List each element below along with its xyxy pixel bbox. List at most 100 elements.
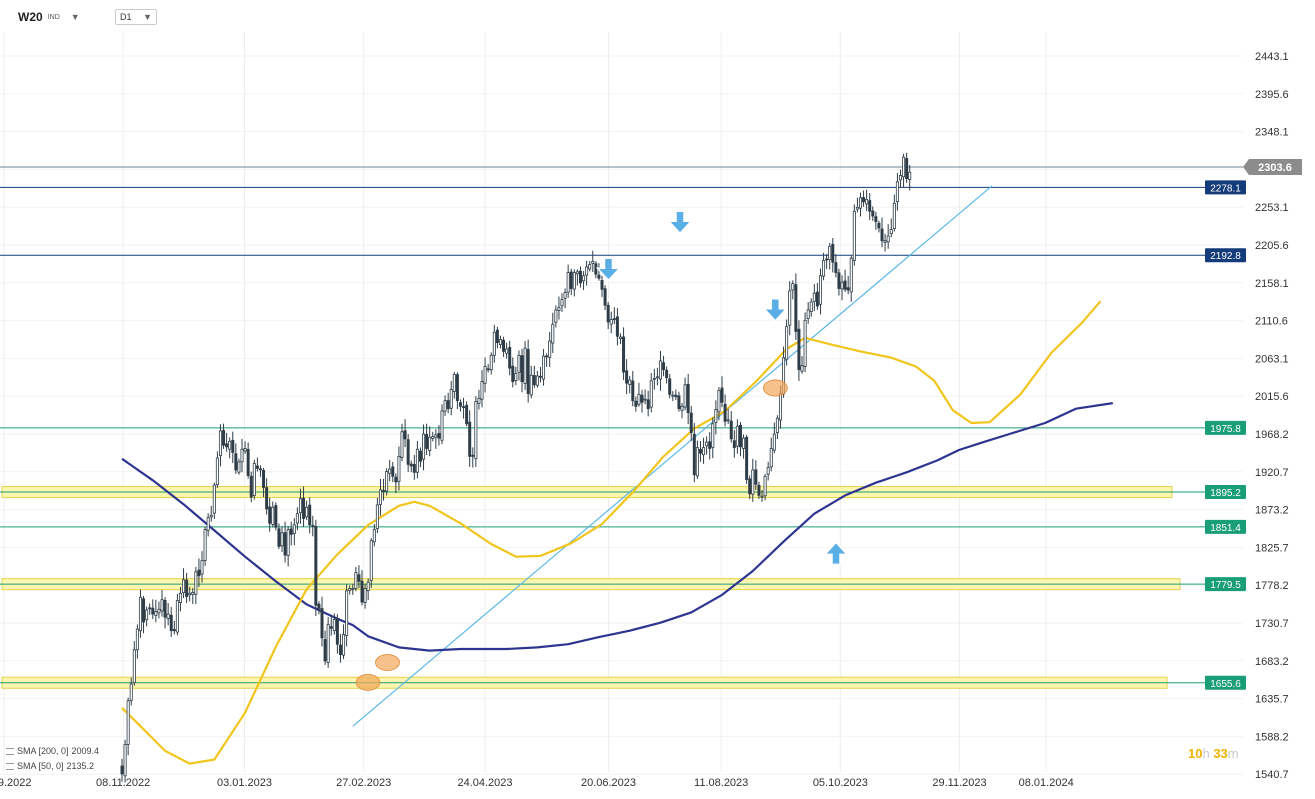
candle-up [492,331,496,356]
candle-down [468,421,472,457]
candle-up [772,433,776,451]
candle-up [702,447,706,456]
candle-up [145,609,149,621]
candle-up [369,540,373,581]
candle-down [323,639,327,662]
candle-up [760,495,764,498]
candle-up [422,433,426,460]
candle-up [637,393,641,405]
level-badge-1655.6 [1205,675,1246,690]
candle-up [652,378,656,380]
candle-down [686,383,690,414]
candle-down [225,443,229,448]
y-tick-label: 1920.7 [1255,467,1289,479]
candle-up [517,354,521,373]
candle-down [172,629,176,632]
candle-down [234,453,238,471]
timeframe-select[interactable]: D1 ▼ [115,9,157,25]
candle-down [308,504,312,526]
candle-up [132,649,136,684]
candle-up [428,436,432,451]
candle-up [477,397,481,404]
y-tick-label: 1968.2 [1255,429,1289,441]
candle-down [246,449,250,476]
candle-down [471,454,475,457]
candle-up [443,400,447,412]
candle-up [649,380,653,408]
candle-down [797,328,801,371]
candle-up [135,628,139,651]
candle-down [320,608,324,639]
candle-up [714,409,718,424]
candle-down [606,304,610,323]
timer-minutes: 33 [1213,746,1228,761]
candle-up [228,440,232,450]
candle-up [683,384,687,408]
candle-up [852,210,856,261]
x-tick-label: 29.11.2023 [932,777,986,789]
candle-up [212,484,216,514]
up-arrow-icon [823,541,849,566]
candle-down [142,598,146,623]
level-badge-label-1655.6: 1655.6 [1210,679,1241,690]
candle-down [748,478,752,495]
candle-up [886,235,890,243]
candle-up [828,245,832,261]
y-tick-label: 1778.2 [1255,580,1289,592]
candle-up [554,309,558,323]
chevron-down-icon[interactable]: ▼ [70,12,80,22]
candle-up [902,156,906,178]
candle-down [674,394,678,398]
sma-200-line [121,402,1113,652]
candle-up [566,272,570,293]
candle-down [794,284,798,332]
candle-up [785,326,789,360]
candle-down [668,378,672,395]
candle-up [474,401,478,460]
candle-up [252,463,256,497]
candle-down [302,497,306,519]
trendline [352,185,993,727]
y-tick-label: 2348.1 [1255,127,1289,139]
candle-up [280,532,284,547]
candle-up [582,275,586,282]
candle-up [763,475,767,497]
y-tick-label: 1635.7 [1255,694,1289,706]
down-arrow-icon [762,298,789,322]
legend-sma-50-value: 2135.2 [66,761,95,771]
candle-down [665,369,669,379]
candle-up [695,447,699,477]
timer-hours: 10 [1188,746,1203,761]
level-badge-1895.2 [1205,485,1246,500]
candle-down [745,436,749,480]
chart-toolbar: W20 IND ▼ D1 ▼ [0,0,1240,32]
level-badge-label-2192.8: 2192.8 [1210,251,1241,262]
candle-down [871,210,875,217]
chevron-down-icon: ▼ [143,12,152,22]
candle-down [409,463,413,467]
candle-up [157,608,161,614]
y-tick-label: 1683.2 [1255,656,1289,668]
candle-up [800,365,804,372]
candle-down [495,329,499,343]
candle-up [154,611,158,616]
candle-down [603,288,607,306]
candle-down [289,528,293,535]
candle-up [643,398,647,401]
candle-up [523,347,527,384]
x-tick-label: 03.01.2023 [217,777,272,789]
candle-up [305,506,309,518]
candle-up [680,405,684,411]
candle-up [735,425,739,447]
candle-up [585,266,589,276]
candle-down [283,532,287,556]
legend-sma-200[interactable]: SMA [200, 0] 2009.4 [6,746,99,756]
candle-down [462,406,466,408]
symbol-selector[interactable]: W20 IND ▼ [18,10,80,24]
candle-up [431,436,435,439]
legend-sma-50[interactable]: SMA [50, 0] 2135.2 [6,761,94,771]
candle-up [849,257,853,293]
candle-up [895,181,899,202]
